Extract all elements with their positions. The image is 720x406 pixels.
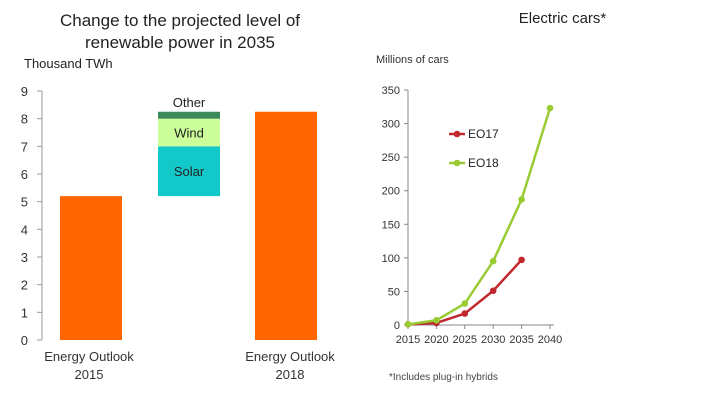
y-tick-label: 100 [382, 253, 400, 265]
data-point-eo17 [518, 257, 525, 264]
data-point-eo18 [462, 300, 469, 307]
y-tick-label: 200 [382, 186, 400, 198]
bar-energy-outlook-2015 [60, 196, 122, 340]
x-category-label: 2018 [276, 367, 305, 382]
data-point-eo18 [490, 258, 497, 265]
y-tick-label: 150 [382, 219, 400, 231]
y-tick-label: 8 [21, 112, 28, 127]
legend-label-eo17: EO17 [468, 127, 499, 141]
x-tick-label: 2020 [424, 334, 448, 346]
data-point-eo18 [518, 196, 525, 203]
y-tick-label: 0 [394, 320, 400, 332]
data-point-eo17 [462, 310, 469, 317]
x-axis-labels: Energy Outlook 2015 Energy Outlook 2018 [44, 349, 335, 382]
y-tick-label: 300 [382, 119, 400, 131]
x-tick-label: 2030 [481, 334, 505, 346]
y-tick-label: 350 [382, 85, 400, 97]
x-category-label: Energy Outlook [245, 349, 335, 364]
data-point-eo18 [433, 317, 440, 324]
y-tick-label: 2 [21, 278, 28, 293]
y-tick-label: 9 [21, 84, 28, 99]
y-tick-label: 0 [21, 333, 28, 348]
page: Change to the projected level of renewab… [0, 0, 720, 406]
y-tick-label: 50 [388, 286, 400, 298]
bar-energy-outlook-2018 [255, 112, 317, 340]
renewable-power-panel: Change to the projected level of renewab… [0, 0, 365, 406]
y-tick-label: 4 [21, 222, 28, 237]
x-tick-label: 2040 [538, 334, 562, 346]
waterfall-label-other: Other [173, 95, 206, 110]
y-tick-label: 1 [21, 305, 28, 320]
renewable-bar-chart: 0 1 2 3 4 5 6 7 8 9 Solar Wind Other Energy Outlook… [0, 0, 365, 406]
y-tick-label: 250 [382, 152, 400, 164]
legend: EO17 EO18 [449, 127, 499, 170]
y-tick-label: 7 [21, 139, 28, 154]
x-category-label: 2015 [75, 367, 104, 382]
data-point-eo17 [490, 287, 497, 294]
x-tick-label: 2025 [453, 334, 477, 346]
electric-cars-panel: Electric cars* Millions of cars 0 50 100 15… [365, 0, 720, 406]
legend-marker-eo18 [454, 160, 461, 167]
bar-marks: Solar Wind Other [60, 95, 317, 340]
waterfall-segment-other [158, 112, 220, 119]
legend-label-eo18: EO18 [468, 156, 499, 170]
x-tick-label: 2035 [509, 334, 533, 346]
footnote: *Includes plug-in hybrids [389, 372, 498, 383]
y-tick-label: 5 [21, 195, 28, 210]
electric-cars-line-chart: 0 50 100 150 200 250 300 350 2015 2020 2025 2030 203… [365, 0, 720, 406]
legend-marker-eo17 [454, 131, 461, 138]
waterfall-label-solar: Solar [174, 164, 205, 179]
data-point-eo18 [547, 105, 554, 112]
y-axis: 0 1 2 3 4 5 6 7 8 9 [21, 84, 42, 348]
waterfall-label-wind: Wind [174, 126, 204, 141]
y-tick-label: 6 [21, 167, 28, 182]
x-tick-label: 2015 [396, 334, 420, 346]
x-category-label: Energy Outlook [44, 349, 134, 364]
data-point-eo18 [405, 321, 412, 328]
y-tick-label: 3 [21, 250, 28, 265]
